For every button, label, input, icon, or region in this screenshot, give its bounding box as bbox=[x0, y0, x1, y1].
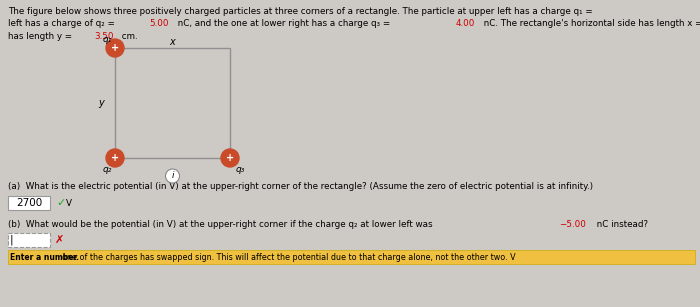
Circle shape bbox=[165, 169, 179, 183]
Text: nC instead?: nC instead? bbox=[594, 220, 648, 229]
Circle shape bbox=[106, 39, 124, 57]
Text: q₂: q₂ bbox=[102, 165, 112, 173]
Bar bbox=[8, 233, 50, 247]
Text: 4.00: 4.00 bbox=[456, 20, 475, 29]
Text: x: x bbox=[169, 37, 176, 47]
Bar bbox=[8, 196, 50, 210]
Text: +: + bbox=[111, 153, 119, 163]
Text: +: + bbox=[226, 153, 234, 163]
Text: has length y =: has length y = bbox=[8, 32, 75, 41]
Text: one of the charges has swapped sign. This will affect the potential due to that : one of the charges has swapped sign. Thi… bbox=[62, 252, 516, 262]
Text: cm.: cm. bbox=[120, 32, 138, 41]
Text: (a)  What is the electric potential (in V) at the upper-right corner of the rect: (a) What is the electric potential (in V… bbox=[8, 182, 593, 191]
Text: nC, and the one at lower right has a charge q₃ =: nC, and the one at lower right has a cha… bbox=[174, 20, 393, 29]
Text: +: + bbox=[111, 43, 119, 53]
Text: (b)  What would be the potential (in V) at the upper-right corner if the charge : (b) What would be the potential (in V) a… bbox=[8, 220, 435, 229]
Text: |: | bbox=[10, 235, 13, 245]
Text: Enter a number.: Enter a number. bbox=[10, 252, 79, 262]
Text: y: y bbox=[98, 98, 104, 108]
Text: left has a charge of q₂ =: left has a charge of q₂ = bbox=[8, 20, 118, 29]
Text: q₃: q₃ bbox=[235, 165, 245, 173]
Text: 2700: 2700 bbox=[16, 198, 42, 208]
Text: 5.00: 5.00 bbox=[150, 20, 169, 29]
Text: i: i bbox=[172, 172, 174, 181]
Text: ✗: ✗ bbox=[55, 235, 64, 245]
Circle shape bbox=[221, 149, 239, 167]
Text: q₁: q₁ bbox=[102, 36, 112, 45]
Text: 3.50: 3.50 bbox=[94, 32, 114, 41]
Circle shape bbox=[106, 149, 124, 167]
Text: −5.00: −5.00 bbox=[559, 220, 587, 229]
Bar bbox=[8, 250, 695, 264]
Text: ✓: ✓ bbox=[56, 198, 65, 208]
Text: The figure below shows three positively charged particles at three corners of a : The figure below shows three positively … bbox=[8, 7, 596, 16]
Text: V: V bbox=[66, 199, 72, 208]
Text: nC. The rectangle's horizontal side has length x =: nC. The rectangle's horizontal side has … bbox=[481, 20, 700, 29]
